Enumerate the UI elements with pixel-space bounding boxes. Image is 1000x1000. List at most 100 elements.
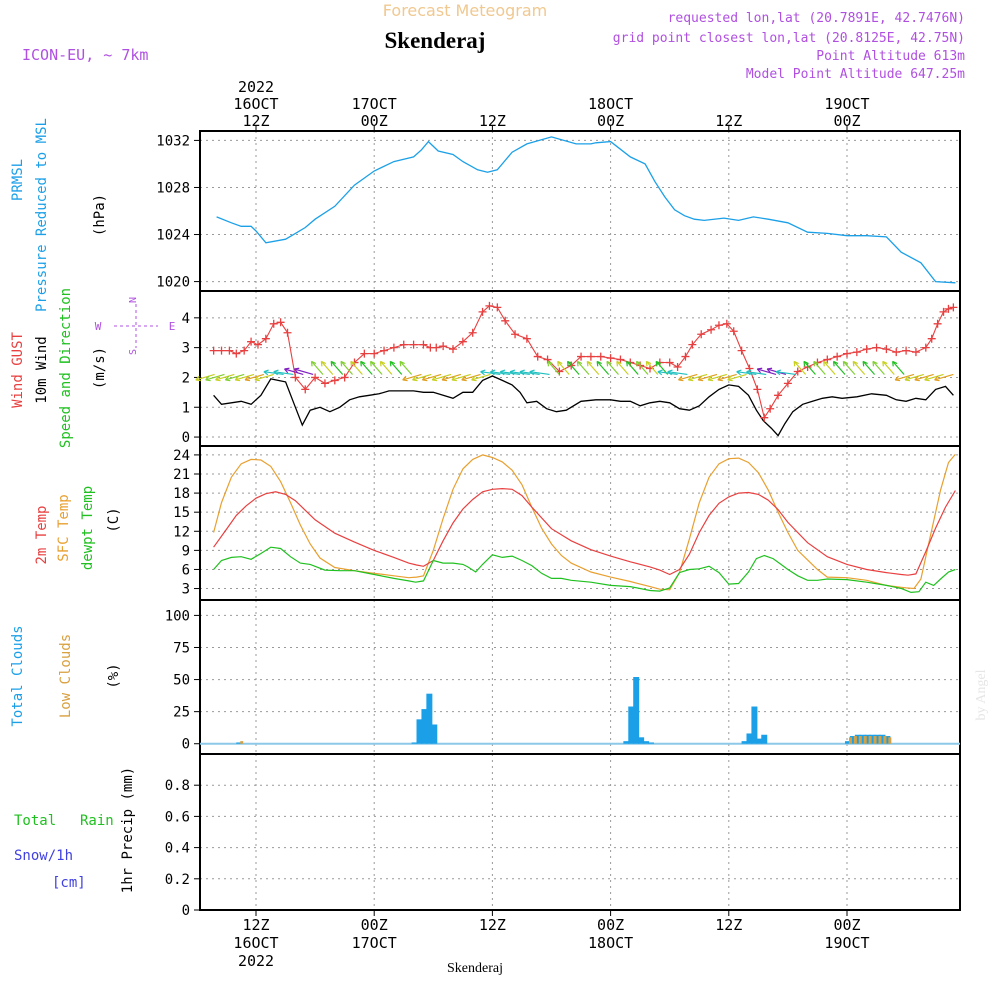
total-cloud-bar bbox=[874, 734, 881, 744]
total-cloud-bar bbox=[884, 736, 891, 744]
wind-arrow-head bbox=[746, 369, 752, 376]
footer-location: Skenderaj bbox=[447, 961, 503, 976]
wind-arrow bbox=[557, 360, 570, 375]
wind-arrow-head bbox=[635, 360, 642, 367]
total-cloud-bar bbox=[864, 734, 871, 744]
wind-arrow bbox=[727, 373, 747, 381]
wind-arrow-head bbox=[576, 360, 583, 367]
point-altitude: Point Altitude 613m bbox=[816, 49, 965, 64]
total-cloud-bar bbox=[416, 719, 423, 744]
sfc-temp-line bbox=[213, 453, 956, 591]
total-cloud-bar bbox=[741, 741, 748, 744]
wind-arrow bbox=[529, 371, 550, 376]
wind-arrow-head bbox=[263, 369, 269, 376]
gust-marker bbox=[843, 349, 851, 358]
gust-marker bbox=[774, 391, 783, 400]
panel-frame bbox=[199, 445, 961, 601]
top-axis-day-0: 16OCT bbox=[233, 95, 278, 113]
panel2-unit: (m/s) bbox=[92, 347, 108, 389]
wind-arrow-head bbox=[872, 360, 878, 367]
total-cloud-bar bbox=[643, 741, 650, 744]
bottom-axis-year: 2022 bbox=[238, 952, 274, 970]
wind-arrow bbox=[776, 371, 796, 376]
low-cloud-bar bbox=[858, 736, 862, 744]
y-tick-label: 18 bbox=[173, 486, 190, 502]
gust-marker bbox=[707, 325, 716, 334]
wind-arrow-head bbox=[775, 369, 782, 376]
wind-arrow bbox=[195, 373, 215, 381]
wind-arrow bbox=[688, 373, 708, 381]
wind-arrow bbox=[471, 373, 491, 381]
total-cloud-bar bbox=[761, 734, 768, 744]
wind-arrow bbox=[793, 360, 807, 375]
wind-arrow-head bbox=[451, 375, 457, 382]
low-cloud-bar bbox=[863, 736, 867, 744]
panel-frame bbox=[199, 130, 961, 292]
wind-arrow bbox=[380, 360, 393, 375]
gust-marker bbox=[511, 330, 520, 339]
total-cloud-bar bbox=[623, 741, 630, 744]
gust-marker bbox=[616, 355, 625, 364]
dewpt-temp-line bbox=[213, 546, 956, 594]
gust-marker bbox=[606, 354, 615, 363]
panel-frame bbox=[199, 290, 961, 447]
wind-arrow bbox=[441, 373, 462, 381]
top-axis-year: 2022 bbox=[238, 78, 274, 96]
temp-2m-line bbox=[213, 487, 956, 576]
wind-arrow-head bbox=[509, 369, 516, 376]
gust-marker bbox=[793, 367, 802, 376]
gust-marker bbox=[320, 379, 329, 388]
wind-arrow bbox=[215, 373, 235, 381]
gust-marker bbox=[902, 346, 911, 355]
wind-arrow-head bbox=[244, 375, 251, 382]
top-axis-day-5: 19OCT bbox=[824, 95, 869, 113]
wind-arrow-head bbox=[657, 369, 663, 376]
gust-marker bbox=[232, 349, 241, 358]
top-axis-hour-1: 00Z bbox=[361, 112, 388, 130]
top-axis-hour-2: 12Z bbox=[479, 112, 506, 130]
wind-arrow bbox=[422, 373, 442, 381]
wind-arrow bbox=[340, 360, 353, 375]
panel2-label-direction: Speed and Direction bbox=[58, 288, 74, 448]
wind-arrow bbox=[360, 360, 373, 375]
wind-arrow-head bbox=[399, 360, 405, 367]
y-tick-label: 0.4 bbox=[165, 841, 190, 857]
total-cloud-bar bbox=[879, 734, 886, 744]
wind-arrow bbox=[254, 373, 274, 381]
y-tick-label: 0.6 bbox=[165, 809, 190, 825]
panel5-label-rain: Rain bbox=[80, 813, 114, 829]
gust-marker bbox=[714, 321, 723, 330]
wind-arrow bbox=[934, 373, 954, 381]
wind-arrow-head bbox=[823, 360, 829, 367]
wind-arrow bbox=[461, 373, 481, 381]
y-tick-label: 3 bbox=[182, 582, 190, 598]
gust-marker bbox=[269, 319, 278, 328]
top-axis-day-3: 18OCT bbox=[588, 95, 633, 113]
requested-coords: requested lon,lat (20.7891E, 42.7476N) bbox=[668, 11, 965, 26]
wind-arrow-head bbox=[490, 369, 496, 376]
wind-arrow bbox=[244, 373, 265, 381]
wind-arrow-head bbox=[596, 360, 602, 367]
total-cloud-bar bbox=[647, 742, 654, 744]
gust-marker bbox=[862, 345, 871, 354]
top-axis-day-1: 17OCT bbox=[352, 95, 397, 113]
wind-arrow-head bbox=[832, 360, 839, 367]
y-tick-label: 2 bbox=[182, 370, 190, 386]
wind-arrow-head bbox=[330, 360, 336, 367]
gust-marker bbox=[419, 340, 428, 349]
gust-marker bbox=[478, 307, 487, 316]
wind-arrow bbox=[698, 373, 718, 381]
wind-arrow bbox=[510, 371, 530, 376]
gust-marker bbox=[766, 404, 775, 413]
bottom-axis-hour-4: 12Z bbox=[715, 916, 742, 934]
wind-arrow bbox=[707, 373, 727, 381]
panel4-label-total: Total Clouds bbox=[10, 625, 26, 726]
y-tick-label: 1024 bbox=[156, 228, 190, 244]
wind-arrow bbox=[330, 360, 344, 375]
wind-arrow-head bbox=[215, 375, 221, 382]
wind-arrow bbox=[616, 360, 629, 375]
wind-arrow bbox=[606, 360, 619, 375]
wind-arrow bbox=[678, 373, 698, 381]
top-axis-hour-4: 12Z bbox=[715, 112, 742, 130]
